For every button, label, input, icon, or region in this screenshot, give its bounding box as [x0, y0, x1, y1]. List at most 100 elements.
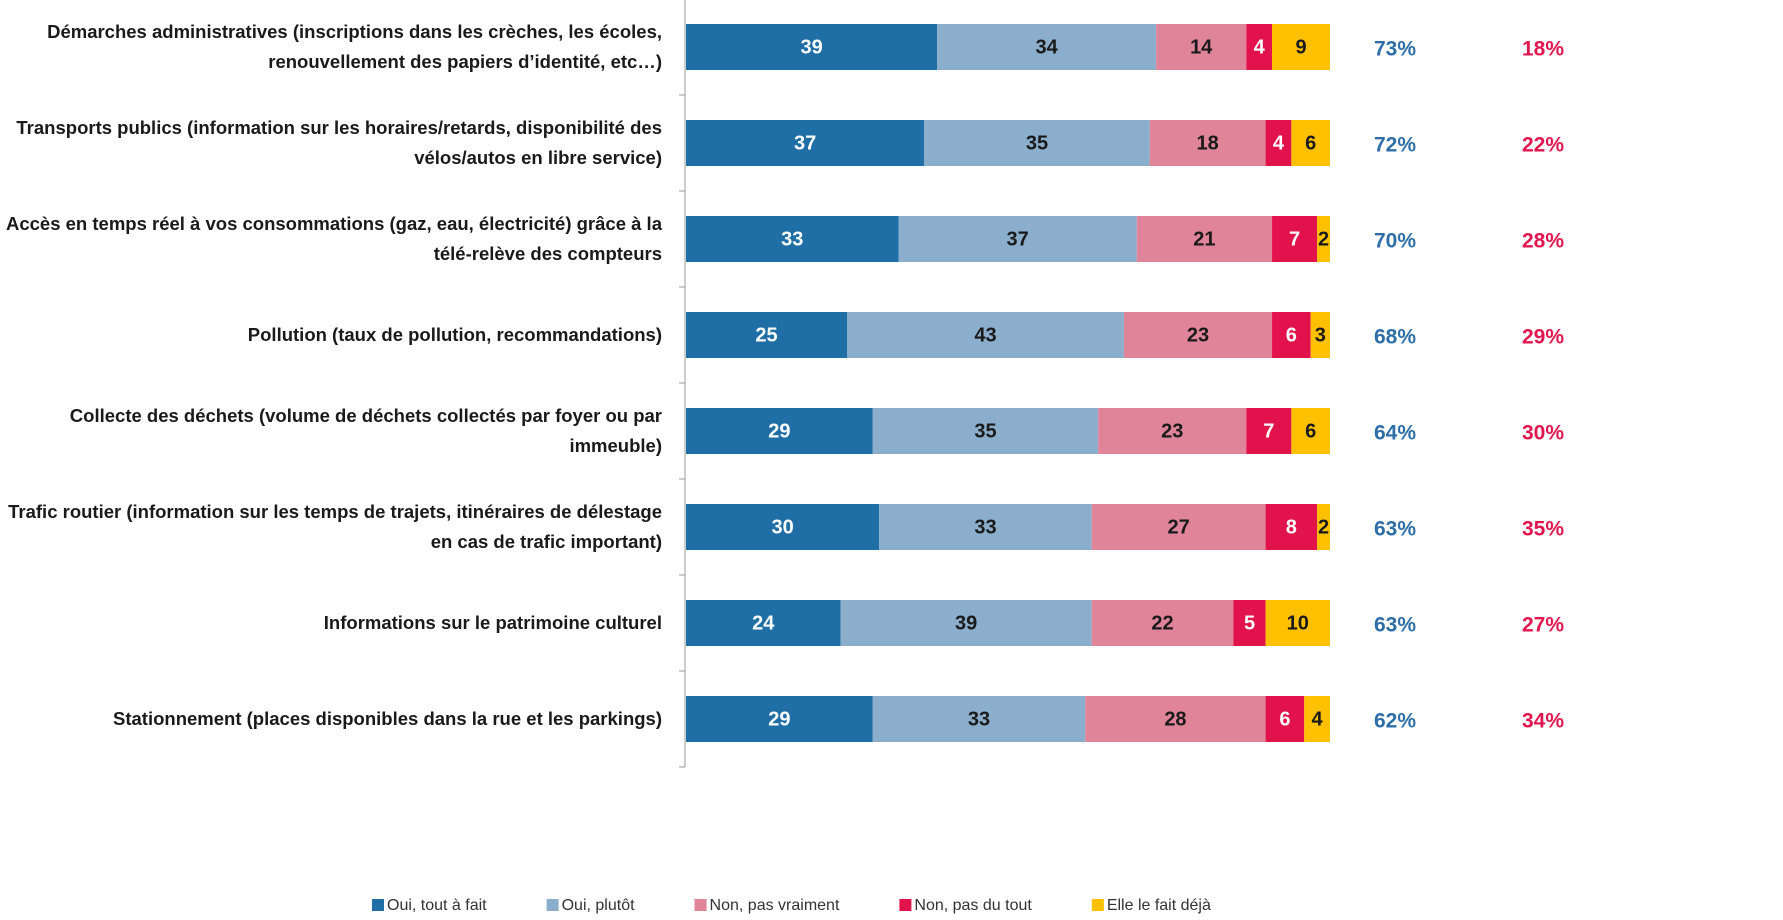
data-label: 37 — [794, 132, 816, 154]
data-label: 29 — [768, 708, 790, 730]
bar-segment — [872, 696, 1086, 742]
data-label: 2 — [1318, 228, 1329, 250]
data-label: 39 — [955, 612, 977, 634]
data-label: 33 — [974, 516, 996, 538]
bar-segment — [924, 120, 1150, 166]
bar-segment — [840, 600, 1092, 646]
bar-segment — [847, 312, 1124, 358]
data-label: 25 — [755, 324, 777, 346]
data-label: 34 — [1036, 36, 1059, 58]
bar-segment — [1091, 504, 1266, 550]
total-label: 22% — [1522, 134, 1564, 157]
total-label: 34% — [1522, 710, 1564, 733]
bar-segment — [1272, 24, 1330, 70]
category-label: Collecte des déchets (volume de déchets … — [69, 405, 662, 456]
bar-segment — [686, 312, 847, 358]
data-label: 33 — [781, 228, 803, 250]
data-label: 18 — [1197, 132, 1219, 154]
category-label: Trafic routier (information sur les temp… — [8, 501, 662, 552]
bar-segment — [898, 216, 1137, 262]
data-label: 10 — [1287, 612, 1309, 634]
bar-segment — [686, 120, 925, 166]
data-label: 9 — [1295, 36, 1306, 58]
bar-segment — [1272, 312, 1311, 358]
bar-segment — [1098, 408, 1247, 454]
bar-segment — [1246, 24, 1273, 70]
total-label: 72% — [1374, 134, 1416, 157]
data-label: 28 — [1164, 708, 1186, 730]
bar-segment — [937, 24, 1157, 70]
data-label: 33 — [968, 708, 990, 730]
data-label: 14 — [1190, 36, 1213, 58]
data-label: 39 — [800, 36, 822, 58]
data-label: 8 — [1286, 516, 1297, 538]
total-label: 29% — [1522, 326, 1564, 349]
bar-segment — [1265, 504, 1318, 550]
legend-swatch — [899, 899, 912, 911]
data-label: 24 — [752, 612, 775, 634]
bar-segment — [1091, 600, 1234, 646]
total-label: 63% — [1374, 614, 1416, 637]
bar-segment — [1265, 696, 1305, 742]
data-label: 23 — [1161, 420, 1183, 442]
data-label: 35 — [1026, 132, 1048, 154]
bar-segment — [686, 600, 841, 646]
category-label: Pollution (taux de pollution, recommanda… — [247, 324, 662, 345]
category-label: Stationnement (places disponibles dans l… — [113, 708, 662, 729]
data-label: 7 — [1289, 228, 1300, 250]
data-label: 43 — [974, 324, 996, 346]
legend-swatch — [1091, 899, 1104, 911]
bar-segment — [1304, 696, 1330, 742]
total-label: 28% — [1522, 230, 1564, 253]
total-label: 27% — [1522, 614, 1564, 637]
total-label: 73% — [1374, 38, 1416, 61]
legend-label: Oui, plutôt — [562, 897, 635, 914]
bar-segment — [872, 408, 1099, 454]
bar-segment — [1310, 312, 1330, 358]
bar-segment — [1156, 24, 1247, 70]
data-label: 3 — [1315, 324, 1326, 346]
bar-segment — [686, 216, 899, 262]
category-label: Démarches administratives (inscriptions … — [47, 21, 662, 72]
data-label: 37 — [1007, 228, 1029, 250]
total-label: 64% — [1374, 422, 1416, 445]
data-label: 22 — [1151, 612, 1173, 634]
bar-segment — [1085, 696, 1266, 742]
legend-swatch — [372, 899, 384, 911]
legend-label: Non, pas du tout — [914, 897, 1032, 914]
bar-segment — [686, 696, 873, 742]
total-label: 70% — [1374, 230, 1416, 253]
category-label: Accès en temps réel à vos consommations … — [5, 213, 662, 264]
data-label: 4 — [1312, 708, 1324, 730]
data-label: 27 — [1168, 516, 1190, 538]
data-label: 4 — [1254, 36, 1266, 58]
category-label: Transports publics (information sur les … — [16, 117, 662, 168]
data-label: 6 — [1279, 708, 1290, 730]
total-label: 30% — [1522, 422, 1564, 445]
bar-segment — [1149, 120, 1266, 166]
legend-swatch — [546, 899, 559, 911]
total-label: 62% — [1374, 710, 1416, 733]
bar-segment — [879, 504, 1092, 550]
bar-segment — [686, 24, 938, 70]
data-label: 35 — [974, 420, 996, 442]
bar-segment — [1246, 408, 1292, 454]
legend-label: Non, pas vraiment — [710, 897, 840, 914]
total-label: 18% — [1522, 38, 1564, 61]
legend-label: Elle le fait déjà — [1107, 897, 1211, 914]
bar-segment — [1123, 312, 1273, 358]
bar-segment — [686, 504, 880, 550]
category-label: Informations sur le patrimoine culturel — [323, 612, 662, 633]
data-label: 4 — [1273, 132, 1285, 154]
bar-segment — [1317, 216, 1330, 262]
legend-label: Oui, tout à fait — [387, 897, 487, 914]
data-label: 30 — [771, 516, 793, 538]
data-label: 5 — [1244, 612, 1255, 634]
data-label: 2 — [1318, 516, 1329, 538]
total-label: 63% — [1374, 518, 1416, 541]
data-label: 6 — [1305, 420, 1316, 442]
bar-segment — [686, 408, 873, 454]
bar-segment — [1291, 408, 1330, 454]
